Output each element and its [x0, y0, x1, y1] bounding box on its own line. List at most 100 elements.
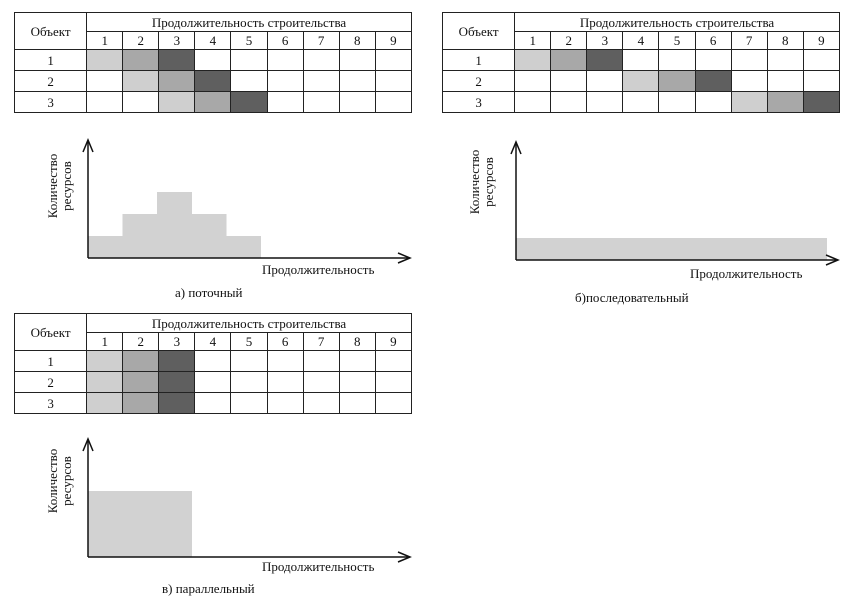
- period-number: 4: [622, 31, 660, 50]
- schedule-cell: [158, 371, 196, 393]
- period-number: 1: [86, 31, 124, 50]
- schedule-cell: [266, 91, 304, 113]
- schedule-cell: [302, 392, 340, 414]
- period-number: 6: [266, 332, 304, 351]
- schedule-cell: [122, 392, 160, 414]
- period-number: 2: [122, 31, 160, 50]
- schedule-cell: [122, 49, 160, 71]
- schedule-cell: [586, 49, 624, 71]
- resource-bar: [654, 238, 689, 260]
- resource-chart-b: [510, 140, 840, 266]
- object-number: 1: [441, 49, 516, 71]
- schedule-cell: [374, 49, 413, 71]
- schedule-cell: [122, 91, 160, 113]
- schedule-cell: [514, 91, 552, 113]
- schedule-cell: [194, 371, 232, 393]
- period-number: 8: [338, 332, 376, 351]
- schedule-cell: [550, 91, 588, 113]
- period-number: 8: [766, 31, 804, 50]
- resource-bar: [88, 236, 123, 258]
- x-axis-label-b: Продолжительность: [690, 266, 803, 281]
- schedule-cell: [514, 70, 552, 92]
- schedule-table-c: Объект Продолжительность строительства 1 2 3…: [13, 313, 413, 414]
- panel-b: Объект Продолжительность строительства 1 2 3…: [428, 0, 854, 310]
- table-row: 1: [13, 350, 413, 372]
- object-number: 2: [13, 371, 88, 393]
- schedule-cell: [122, 350, 160, 372]
- schedule-cell: [86, 91, 124, 113]
- schedule-cell: [302, 49, 340, 71]
- period-number: 7: [302, 332, 340, 351]
- period-number: 2: [550, 31, 588, 50]
- schedule-cell: [266, 49, 304, 71]
- schedule-cell: [230, 350, 268, 372]
- resource-bar: [619, 238, 655, 260]
- schedule-cell: [158, 350, 196, 372]
- table-row: 3: [13, 91, 413, 113]
- resource-bar: [585, 238, 620, 260]
- resource-bar: [88, 491, 123, 557]
- duration-header: Продолжительность строительства: [514, 12, 840, 32]
- x-axis-label-a: Продолжительность: [262, 262, 375, 277]
- period-number: 7: [730, 31, 768, 50]
- x-axis-arrow: [397, 252, 412, 264]
- object-number: 2: [13, 70, 88, 92]
- caption-c: в) параллельный: [162, 581, 255, 596]
- period-number: 6: [694, 31, 732, 50]
- schedule-cell: [374, 371, 413, 393]
- schedule-cell: [266, 392, 304, 414]
- period-number: 1: [86, 332, 124, 351]
- resource-chart-a: [82, 138, 412, 264]
- schedule-cell: [158, 392, 196, 414]
- period-number: 9: [374, 332, 413, 351]
- table-row: 1: [13, 49, 413, 71]
- schedule-cell: [86, 70, 124, 92]
- period-number: 3: [158, 332, 196, 351]
- schedule-cell: [730, 70, 768, 92]
- schedule-cell: [694, 91, 732, 113]
- schedule-cell: [338, 350, 376, 372]
- schedule-cell: [302, 350, 340, 372]
- schedule-cell: [730, 91, 768, 113]
- schedule-cell: [302, 70, 340, 92]
- caption-b: б)последовательный: [575, 290, 689, 305]
- schedule-cell: [622, 70, 660, 92]
- schedule-cell: [86, 49, 124, 71]
- x-axis-arrow: [825, 254, 840, 266]
- object-number: 3: [441, 91, 516, 113]
- schedule-cell: [338, 49, 376, 71]
- period-number: 7: [302, 31, 340, 50]
- table-row: 3: [13, 392, 413, 414]
- period-number: 9: [374, 31, 413, 50]
- schedule-cell: [194, 49, 232, 71]
- period-number: 5: [230, 31, 268, 50]
- table-row: 2: [13, 70, 413, 92]
- period-number: 6: [266, 31, 304, 50]
- schedule-cell: [230, 91, 268, 113]
- period-number: 3: [586, 31, 624, 50]
- object-header: Объект: [13, 313, 88, 351]
- table-row: 2: [441, 70, 841, 92]
- schedule-cell: [194, 70, 232, 92]
- period-number: 4: [194, 31, 232, 50]
- schedule-cell: [586, 70, 624, 92]
- resource-bar: [688, 238, 724, 260]
- resource-bar: [226, 236, 261, 258]
- panel-c: Объект Продолжительность строительства 1 2 3…: [0, 305, 420, 598]
- resource-bar: [516, 238, 551, 260]
- y-axis-label-a: Количество ресурсов: [45, 153, 74, 219]
- schedule-table-a: Объект Продолжительность строительства 1 2 3…: [13, 12, 413, 113]
- schedule-cell: [266, 371, 304, 393]
- table-row: 2: [13, 371, 413, 393]
- period-number: 3: [158, 31, 196, 50]
- schedule-cell: [766, 70, 804, 92]
- table-row: 3: [441, 91, 841, 113]
- x-axis-label-c: Продолжительность: [262, 559, 375, 574]
- schedule-cell: [658, 91, 696, 113]
- resource-bar: [757, 238, 793, 260]
- period-number: 5: [658, 31, 696, 50]
- schedule-cell: [766, 49, 804, 71]
- schedule-cell: [194, 91, 232, 113]
- schedule-cell: [266, 70, 304, 92]
- schedule-cell: [658, 70, 696, 92]
